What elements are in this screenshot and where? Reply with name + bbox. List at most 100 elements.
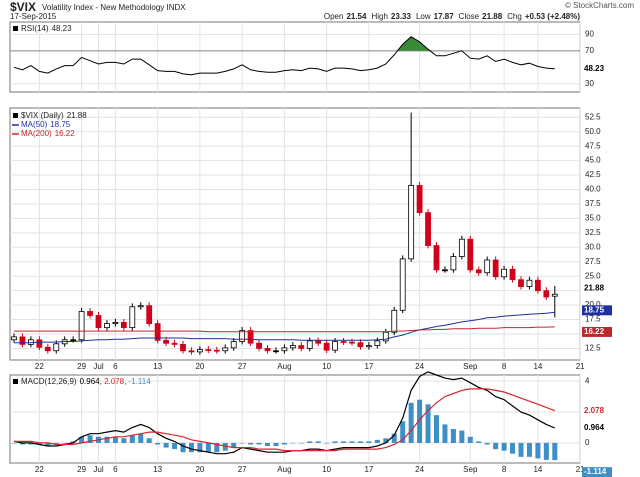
legend-value: 0.964	[80, 377, 101, 386]
symbol: $VIX	[10, 0, 36, 14]
x-tick-label: 27	[238, 362, 247, 371]
histogram-bar	[79, 436, 85, 443]
y-tick-label: 20.0	[585, 300, 601, 309]
macd-line	[13, 371, 556, 455]
histogram-bar	[273, 442, 279, 447]
y-tick-label: 45.0	[585, 156, 601, 165]
histogram-bar	[248, 442, 254, 445]
candle-body	[87, 311, 93, 316]
x-tick-label: 6	[113, 465, 118, 474]
candle-body	[180, 343, 186, 352]
candle-body	[315, 340, 322, 344]
copyright: © StockCharts.com	[565, 1, 634, 10]
y-tick-label: 47.5	[585, 141, 601, 150]
histogram-bar	[36, 442, 42, 445]
x-tick-label: 8	[502, 465, 507, 474]
value-box-label: 18.75	[584, 305, 605, 314]
candle-body	[416, 185, 423, 214]
candle-body	[458, 238, 465, 257]
candle-body	[120, 322, 127, 329]
candle-body	[399, 258, 406, 311]
quote-label: Close	[459, 12, 480, 21]
histogram-bar	[214, 442, 220, 453]
candle-body	[230, 341, 237, 349]
x-tick-label: 21	[576, 465, 585, 474]
candle-body	[349, 341, 355, 344]
x-tick-label: 13	[153, 465, 162, 474]
candle-body	[425, 212, 431, 246]
candle-body	[239, 330, 246, 342]
histogram-bar	[442, 424, 448, 443]
x-tick-label: Aug	[277, 465, 291, 474]
quote-label: Chg	[507, 12, 522, 21]
histogram-bar	[518, 442, 524, 457]
x-tick-label: 29	[77, 465, 86, 474]
candle-body	[205, 349, 212, 351]
candle-body	[332, 341, 339, 351]
value-box	[582, 283, 612, 294]
candle-body	[535, 279, 541, 292]
y-tick-label: 30	[585, 79, 594, 88]
candle-body	[442, 269, 448, 272]
legend-value: -1.114	[129, 377, 152, 386]
x-tick-label: 8	[502, 362, 507, 371]
histogram-bar	[163, 442, 169, 448]
value-box	[582, 423, 612, 434]
histogram-bar	[19, 442, 25, 445]
candle-body	[213, 349, 220, 352]
value-box	[582, 467, 612, 477]
histogram-bar	[417, 399, 423, 443]
candle-body	[171, 342, 178, 345]
histogram-bar	[526, 442, 532, 457]
candle-body	[95, 315, 102, 329]
legend-name: MA(50)	[21, 120, 48, 129]
candle-body	[36, 339, 43, 348]
legend-name: MACD(12,26,9)	[21, 377, 77, 386]
y-tick-label: 17.5	[585, 315, 601, 324]
quote-value: 21.88	[482, 12, 503, 21]
candle-body	[281, 347, 288, 352]
moving-average-line	[14, 326, 555, 333]
candle-body	[188, 350, 195, 353]
legend: MACD(12,26,9) 0.964, 2.078, -1.114	[21, 377, 151, 386]
legend-name: MA(200)	[21, 129, 52, 138]
y-tick-label: 42.5	[585, 170, 601, 179]
histogram-bar	[391, 433, 397, 443]
quote-value: 21.54	[346, 12, 367, 21]
overbought-fill	[14, 36, 555, 51]
candle-body	[526, 279, 533, 287]
moving-average-line	[14, 311, 555, 344]
x-tick-label: Aug	[277, 362, 291, 371]
histogram-bar	[45, 442, 51, 447]
histogram-bar	[357, 441, 363, 443]
candle-body	[256, 342, 262, 349]
candle-body	[154, 323, 161, 341]
value-box-label: 0.964	[584, 423, 605, 432]
rsi-line	[13, 36, 555, 76]
candle-body	[323, 342, 330, 351]
candle-body	[53, 343, 60, 352]
candle-body	[264, 348, 271, 352]
legend-swatch	[13, 113, 18, 118]
quote-value: 17.87	[434, 12, 455, 21]
x-tick-label: 29	[77, 362, 86, 371]
histogram-bar	[324, 442, 330, 444]
histogram-bar	[450, 429, 456, 443]
histogram-bar	[341, 441, 347, 443]
histogram-bar	[197, 442, 203, 453]
legend: $VIX (Daily) 21.88	[21, 111, 87, 120]
histogram-bar	[172, 442, 178, 450]
value-box	[582, 305, 612, 316]
y-tick-label: 27.5	[585, 257, 601, 266]
histogram-bar	[425, 404, 431, 443]
candle-body	[163, 339, 170, 344]
candle-body	[78, 311, 85, 341]
histogram-bar	[467, 436, 473, 443]
legend-swatch	[13, 26, 18, 31]
candle-body	[391, 309, 398, 333]
candle-body	[492, 259, 499, 278]
histogram-bar	[374, 439, 380, 443]
candle-body	[484, 259, 491, 274]
candle-body	[129, 306, 136, 329]
legend: MA(200) 16.22	[21, 129, 75, 138]
